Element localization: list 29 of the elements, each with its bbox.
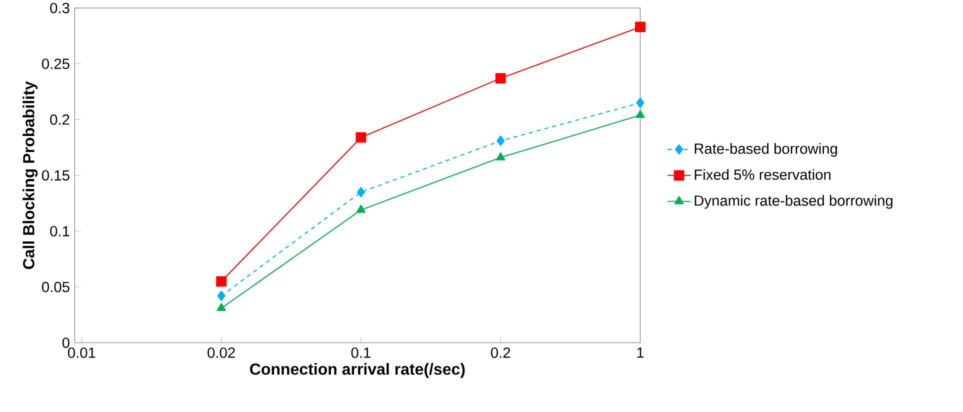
point — [216, 276, 227, 287]
y-tick-label: 0.3 — [50, 2, 70, 14]
y-tick-label: 0.25 — [42, 58, 70, 69]
point — [356, 204, 366, 213]
point — [216, 302, 226, 311]
x-tick-label: 1 — [637, 347, 644, 358]
point — [495, 73, 506, 84]
y-tick-label: 0 — [62, 338, 70, 348]
x-tick-label: 0.1 — [351, 347, 370, 358]
point — [217, 290, 226, 302]
point — [496, 152, 506, 160]
point — [636, 98, 644, 108]
y-tick-label: 0.2 — [50, 114, 70, 125]
point — [636, 110, 645, 118]
y-axis-title: Call Blocking Probability — [22, 81, 38, 269]
legend-label: Fixed 5% reservation — [694, 169, 830, 180]
x-tick-label: 0.02 — [208, 347, 235, 358]
x-axis-title: Connection arrival rate(/sec) — [250, 362, 465, 378]
point — [356, 132, 366, 143]
x-tick-label: 0.2 — [490, 347, 510, 358]
legend-label: Rate-based borrowing — [694, 143, 837, 157]
point — [356, 186, 365, 198]
y-tick-label: 0.15 — [42, 170, 70, 181]
y-tick-label: 0.05 — [42, 282, 70, 292]
legend-label: Dynamic rate-based borrowing — [694, 194, 892, 209]
x-tick-label: 0.01 — [68, 347, 96, 358]
point — [496, 136, 505, 146]
y-tick-label: 0.1 — [50, 226, 70, 236]
point — [635, 22, 646, 32]
